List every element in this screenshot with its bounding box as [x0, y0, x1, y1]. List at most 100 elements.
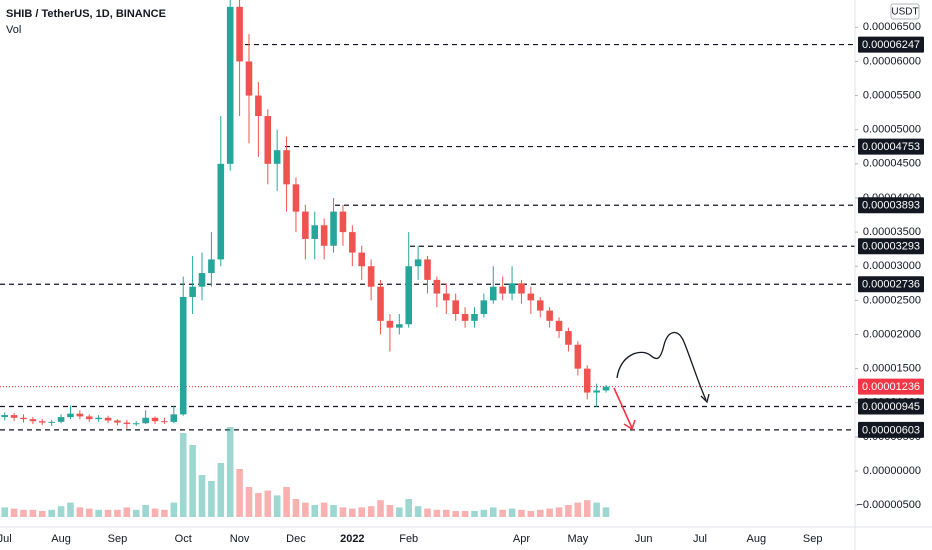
x-tick-label: Sep [108, 533, 128, 545]
candle-body [95, 417, 102, 420]
volume-bar [264, 490, 272, 517]
candle-body [76, 413, 84, 417]
candle-body [527, 293, 535, 301]
level-tag-label: 0.00003893 [862, 200, 920, 212]
volume-bar [602, 507, 610, 517]
candle-body [471, 314, 478, 321]
y-tick-label: 0.00006000 [863, 55, 921, 67]
projection-curve [616, 331, 707, 401]
volume-bar [245, 487, 253, 517]
y-tick-label: 0.00005000 [863, 124, 921, 136]
last-price-tag-box [858, 378, 924, 395]
currency-box[interactable] [890, 3, 920, 20]
volume-bar [527, 511, 535, 517]
volume-bar [29, 509, 37, 517]
candle-body [226, 6, 234, 164]
candle-body [189, 286, 196, 297]
candle-body [602, 386, 610, 391]
candle-body [142, 417, 149, 424]
candle-body [565, 331, 572, 345]
y-tick-label: 0.00001500 [863, 363, 921, 375]
candle-body [574, 344, 582, 369]
x-tick-label: Sep [803, 533, 823, 545]
candle-body [67, 413, 74, 418]
candle-body [499, 286, 506, 294]
level-tag-label: 0.00004753 [862, 141, 920, 153]
x-tick-label: Nov [230, 533, 250, 545]
candle-body [48, 421, 55, 423]
candle-body [518, 283, 525, 294]
level-tag-box [858, 36, 924, 53]
candle-body [583, 368, 591, 393]
volume-bar [104, 509, 112, 517]
candle-body [255, 95, 262, 117]
candle-body [273, 150, 281, 164]
x-tick-label: Feb [399, 533, 418, 545]
candle-body [151, 417, 159, 422]
candle-body [349, 232, 356, 253]
volume-bar [555, 507, 563, 517]
volume-bar [480, 509, 488, 517]
volume-bar [471, 511, 478, 517]
candle-body [489, 286, 497, 301]
level-tag-box [858, 276, 924, 293]
candle-body [217, 163, 225, 260]
level-tag-box [858, 238, 924, 255]
volume-bar [48, 509, 55, 517]
candle-body [405, 266, 412, 325]
y-tick-label: 0.00002500 [863, 294, 921, 306]
volume-bar [76, 507, 84, 517]
currency-label[interactable]: USDT [891, 7, 918, 18]
candle-body [424, 259, 431, 280]
candle-body [20, 417, 27, 420]
level-tag-label: 0.00002736 [862, 279, 920, 291]
down-arrow [613, 387, 633, 429]
candle-body [1, 415, 8, 418]
candle-body [132, 423, 140, 425]
candle-body [555, 320, 563, 332]
candle-body [245, 61, 253, 96]
volume-bar [461, 511, 469, 517]
plot-area [0, 0, 855, 517]
y-tick-label: 0.00004500 [863, 158, 921, 170]
volume-bar [57, 506, 65, 517]
volume-bar [536, 509, 544, 517]
volume-bar [311, 505, 319, 517]
volume-bar [255, 493, 262, 517]
volume-bar [508, 508, 516, 517]
candle-body [104, 417, 112, 421]
arrow-head [623, 419, 636, 431]
y-tick-label: 0.00003500 [863, 226, 921, 238]
volume-bar [114, 509, 121, 517]
x-tick-label: Dec [286, 533, 306, 545]
volume-bar [358, 507, 366, 517]
x-tick-label: Aug [747, 533, 767, 545]
volume-bar [283, 487, 290, 517]
candle-body [320, 225, 328, 246]
candle-body [85, 416, 93, 420]
candle-body [536, 300, 544, 311]
volume-bar [95, 509, 102, 517]
level-tag-box [858, 421, 924, 438]
level-tag-label: 0.00000603 [862, 424, 920, 436]
candle-body [114, 420, 121, 423]
x-tick-label: Apr [513, 533, 530, 545]
candle-body [414, 259, 422, 267]
volume-bar [226, 427, 234, 517]
volume-bar [377, 500, 384, 517]
candle-body [508, 283, 516, 294]
candle-body [443, 293, 450, 301]
volume-bar [198, 475, 206, 517]
candle-body [161, 421, 168, 423]
volume-bar [565, 505, 572, 517]
y-tick-label: 0.00003000 [863, 260, 921, 272]
volume-bar [208, 481, 215, 517]
x-tick-label: May [567, 533, 588, 545]
candle-body [170, 414, 178, 422]
x-tick-label: 2022 [340, 533, 364, 545]
x-tick-label: Jul [693, 533, 707, 545]
candle-body [302, 211, 309, 239]
arrow-head [700, 393, 710, 404]
volume-bar [330, 505, 337, 517]
